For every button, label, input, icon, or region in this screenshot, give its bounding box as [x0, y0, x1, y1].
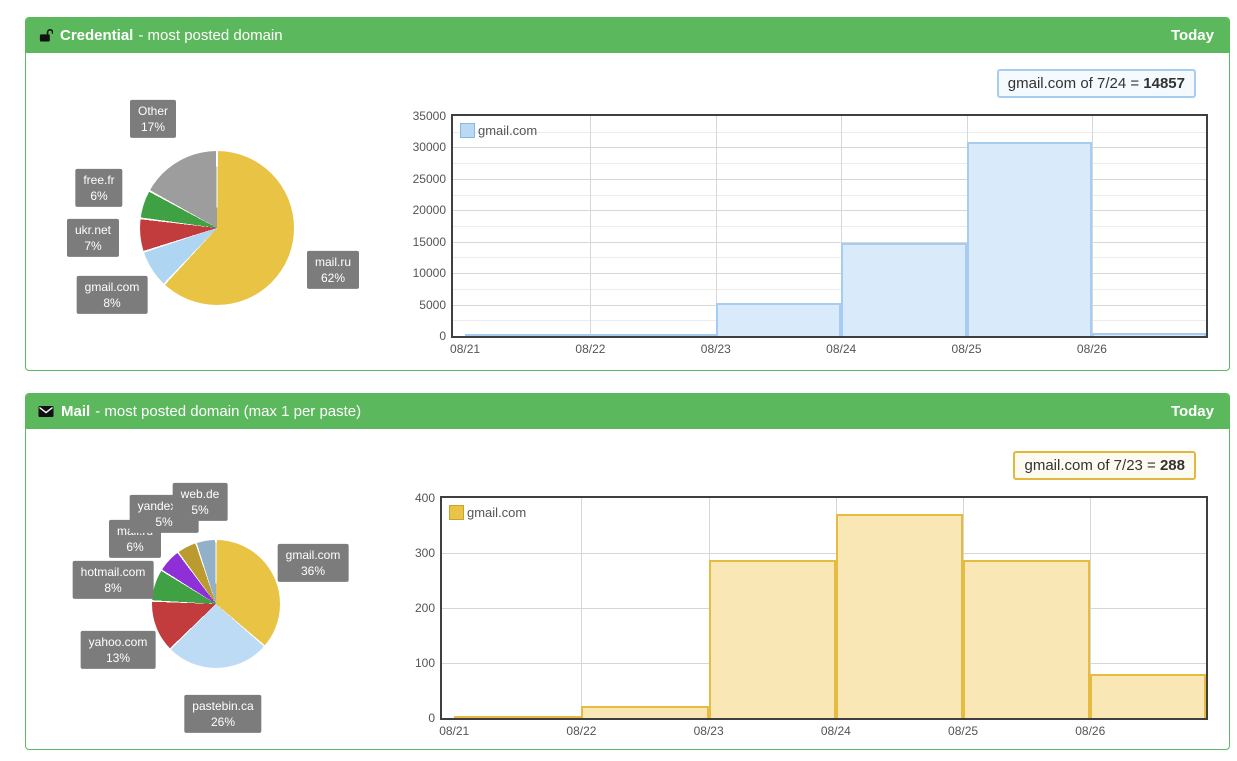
panel-title: Mail: [61, 403, 91, 420]
x-axis-tick-label: 08/21: [450, 342, 481, 356]
x-axis-tick-label: 08/25: [951, 342, 982, 356]
y-axis-tick-label: 10000: [412, 266, 446, 281]
vertical-gridline: [1091, 116, 1093, 336]
today-badge: Today: [1170, 27, 1214, 44]
bar-08/22[interactable]: [590, 334, 716, 336]
credential-pie-chart[interactable]: [140, 151, 294, 305]
pie-slice-label: mail.ru 62%: [306, 250, 360, 290]
pie-slice-label: gmail.com 36%: [277, 543, 349, 583]
credential-panel: Credential - most posted domain Today gm…: [25, 17, 1230, 371]
tooltip-text: gmail.com of 7/24 =: [1007, 75, 1144, 92]
y-axis-tick-label: 400: [414, 491, 435, 505]
gridline: [453, 210, 1206, 212]
y-axis-tick-label: 5000: [419, 297, 446, 312]
credential-panel-body: gmail.com of 7/24 = 14857 0 5000 10000 1500…: [26, 53, 1229, 370]
gridline: [442, 553, 1206, 554]
y-axis-tick-label: 0: [439, 329, 446, 343]
panel-title: Credential: [60, 27, 134, 44]
x-axis-tick-label: 08/23: [700, 342, 731, 356]
x-axis-tick-label: 08/24: [826, 342, 857, 356]
credential-bar-chart[interactable]: 0 5000 10000 15000 20000 25000 30000 35000 08/21…: [413, 109, 1208, 356]
x-axis-tick-label: 08/25: [948, 724, 979, 738]
y-axis-tick-label: 35000: [412, 109, 446, 123]
pie-slice-label: free.fr 6%: [75, 168, 123, 208]
panel-subtitle: - most posted domain: [138, 27, 283, 44]
minor-gridline: [453, 131, 1206, 133]
minor-gridline: [453, 257, 1206, 259]
bar-08/21[interactable]: [465, 334, 591, 336]
x-axis-tick-label: 08/26: [1076, 342, 1107, 356]
mail-panel: Mail - most posted domain (max 1 per pas…: [25, 393, 1230, 750]
vertical-gridline: [1090, 498, 1092, 718]
legend-series-name: gmail.com: [467, 505, 527, 520]
pie-slice-label: gmail.com 8%: [76, 275, 148, 315]
gridline: [453, 178, 1206, 180]
tooltip-value: 14857: [1143, 75, 1185, 92]
y-axis-tick-label: 15000: [412, 234, 446, 249]
x-axis-tick-label: 08/21: [439, 724, 470, 738]
pie-slice-label: ukr.net 7%: [66, 218, 120, 258]
credential-panel-header: Credential - most posted domain Today: [26, 18, 1229, 53]
minor-gridline: [453, 163, 1206, 165]
mail-bar-chart[interactable]: 0 100 200 300 400 08/21 08/22 08/23 08/24 08/25 08…: [415, 491, 1208, 738]
panel-subtitle: - most posted domain (max 1 per paste): [95, 403, 362, 420]
chart-legend: gmail.com: [449, 505, 526, 520]
y-axis-tick-label: 25000: [412, 171, 446, 186]
chart-legend: gmail.com: [460, 123, 537, 138]
legend-swatch-icon: [460, 123, 475, 138]
unlock-icon: [38, 28, 53, 43]
bar-08/25[interactable]: [966, 142, 1092, 336]
mail-value-tooltip: gmail.com of 7/23 = 288: [1013, 451, 1196, 480]
x-axis-tick-label: 08/22: [575, 342, 606, 356]
pie-slice-label: pastebin.ca 26%: [184, 694, 262, 734]
x-axis-tick-label: 08/22: [566, 724, 597, 738]
bar-08/23[interactable]: [715, 303, 842, 336]
vertical-gridline: [715, 116, 717, 336]
pie-slice-label: hotmail.com 8%: [72, 560, 154, 600]
bar-08/26[interactable]: [1090, 674, 1206, 718]
y-axis-tick-label: 300: [414, 546, 435, 560]
legend-swatch-icon: [449, 505, 464, 520]
mail-panel-body: gmail.com of 7/23 = 288 0 100 200 300 400 08/…: [26, 429, 1229, 749]
credential-value-tooltip: gmail.com of 7/24 = 14857: [996, 69, 1196, 98]
pie-slice-label: web.de 5%: [172, 482, 228, 522]
today-badge: Today: [1170, 403, 1214, 420]
vertical-gridline: [841, 116, 843, 336]
bar-08/24[interactable]: [835, 514, 964, 718]
y-axis-tick-label: 20000: [412, 203, 446, 218]
bar-08/23[interactable]: [708, 560, 836, 718]
pie-slice-label: yahoo.com 13%: [80, 630, 156, 670]
legend-series-name: gmail.com: [478, 123, 538, 138]
minor-gridline: [453, 226, 1206, 227]
gridline: [453, 147, 1206, 149]
gridline: [453, 241, 1206, 243]
x-axis-tick-label: 08/23: [693, 724, 724, 738]
mail-panel-header: Mail - most posted domain (max 1 per pas…: [26, 394, 1229, 429]
bar-08/22[interactable]: [581, 706, 709, 718]
tooltip-text: gmail.com of 7/23 =: [1024, 457, 1160, 474]
y-axis-tick-label: 200: [414, 601, 435, 615]
bar-08/21[interactable]: [454, 716, 582, 718]
tooltip-value: 288: [1159, 457, 1185, 474]
bar-08/25[interactable]: [963, 560, 1091, 718]
minor-gridline: [453, 288, 1206, 290]
vertical-gridline: [581, 498, 583, 718]
y-axis-tick-label: 100: [414, 656, 435, 670]
bar-08/24[interactable]: [841, 243, 967, 336]
mail-pie-chart[interactable]: [152, 540, 280, 668]
x-axis-tick-label: 08/26: [1075, 724, 1106, 738]
y-axis-tick-label: 0: [428, 711, 435, 725]
pie-slice-label: Other 17%: [129, 99, 177, 139]
x-axis-tick-label: 08/24: [820, 724, 851, 738]
vertical-gridline: [590, 116, 592, 336]
y-axis-tick-label: 30000: [412, 140, 446, 155]
envelope-icon: [38, 405, 54, 418]
gridline: [453, 273, 1206, 275]
minor-gridline: [453, 194, 1206, 196]
bar-08/26[interactable]: [1091, 333, 1206, 336]
